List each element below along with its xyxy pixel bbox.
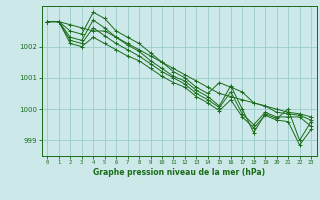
X-axis label: Graphe pression niveau de la mer (hPa): Graphe pression niveau de la mer (hPa) bbox=[93, 168, 265, 177]
